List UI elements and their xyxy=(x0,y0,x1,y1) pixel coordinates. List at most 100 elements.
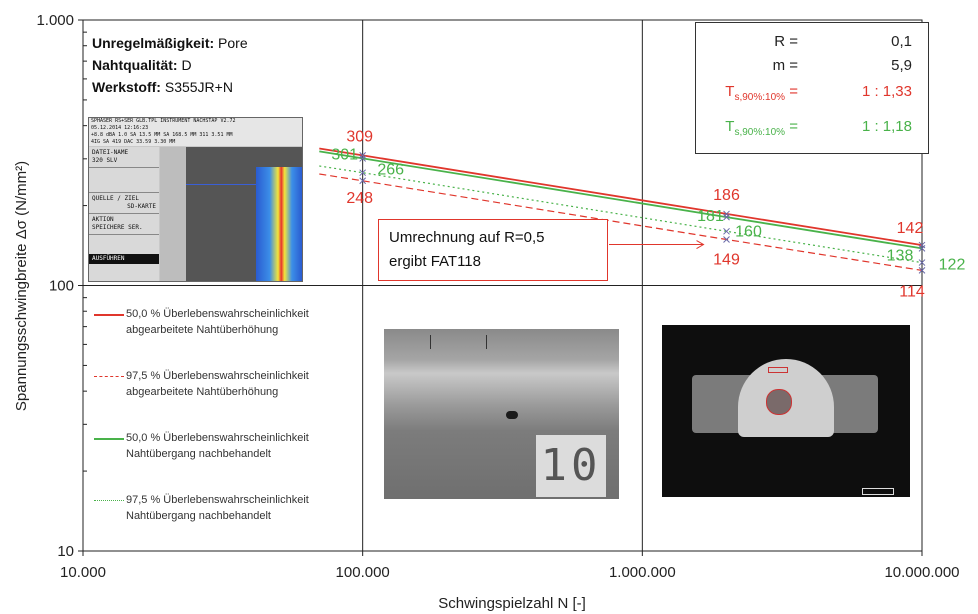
info-key: Werkstoff: xyxy=(92,79,161,95)
point-label: 149 xyxy=(713,252,740,269)
info-row-irregularity: Unregelmäßigkeit: Pore xyxy=(92,32,332,54)
y-axis-label: Spannungsschwingbreite Δσ (N/mm²) xyxy=(13,161,30,411)
arrow-head xyxy=(696,240,705,249)
xray-marker xyxy=(430,335,431,349)
marker-stroke xyxy=(723,213,730,221)
ut-header-row: 4IG SA 419 DAC 33.59 3.30 MM xyxy=(91,139,176,145)
stat-row-ts-red: Ts,90%:10% = 1 : 1,33 xyxy=(696,83,928,107)
conversion-note: Umrechnung auf R=0,5 ergibt FAT118 xyxy=(378,219,608,281)
marker-stroke xyxy=(918,245,926,252)
stat-value: 1 : 1,33 xyxy=(861,83,912,100)
legend-text: 50,0 % Überlebenswahrscheinlichkeit Nahtü… xyxy=(126,430,309,462)
ut-header-row: SPHASER RS+SER GLB.TPL INSTRUMENT NACHST… xyxy=(91,118,236,124)
series-lines xyxy=(319,147,923,271)
ut-menu-block xyxy=(89,168,159,193)
ut-menu-block: QUELLE / ZIEL SD-KARTE xyxy=(89,193,159,214)
point-label: 142 xyxy=(897,220,924,237)
grid xyxy=(83,20,922,551)
note-line: Umrechnung auf R=0,5 xyxy=(389,229,545,246)
ut-menu-text: SD-KARTE xyxy=(127,203,156,210)
series-line-4 xyxy=(319,165,923,264)
legend-line2: Nahtübergang nachbehandelt xyxy=(126,510,271,522)
info-key: Unregelmäßigkeit: xyxy=(92,35,215,51)
stat-key-main: T xyxy=(725,118,735,135)
stat-row-r: R = 0,1 xyxy=(696,33,928,57)
marker-stroke xyxy=(359,169,367,177)
x-axis-label: Schwingspielzahl N [-] xyxy=(438,595,586,612)
legend-line2: Nahtübergang nachbehandelt xyxy=(126,448,271,460)
data-point-marker xyxy=(918,245,926,252)
stat-key: R = xyxy=(774,33,798,50)
legend-item: 50,0 % Überlebenswahrscheinlichkeit abgea… xyxy=(88,306,368,344)
stat-row-ts-green: Ts,90%:10% = 1 : 1,18 xyxy=(696,118,928,142)
x-tick-label: 1.000.000 xyxy=(609,564,676,581)
stat-value: 0,1 xyxy=(891,33,912,50)
ut-gate-line xyxy=(186,184,302,185)
stat-value: 1 : 1,18 xyxy=(861,118,912,135)
ultrasonic-screenshot: SPHASER RS+SER GLB.TPL INSTRUMENT NACHST… xyxy=(88,117,303,282)
data-point-marker xyxy=(723,213,730,221)
scale-bar xyxy=(862,488,894,495)
legend-swatch xyxy=(94,376,124,377)
data-point-marker xyxy=(359,177,367,185)
stat-key-main: T xyxy=(725,83,735,100)
series-line-2 xyxy=(319,173,923,271)
data-point-marker xyxy=(918,267,926,274)
marker-stroke xyxy=(359,155,367,162)
legend: 50,0 % Überlebenswahrscheinlichkeit abgea… xyxy=(88,306,368,554)
data-point-marker xyxy=(359,155,367,162)
stat-value: 5,9 xyxy=(891,57,912,74)
y-tick-label: 100 xyxy=(49,278,74,295)
info-row-material: Werkstoff: S355JR+N xyxy=(92,76,332,98)
point-label: 114 xyxy=(899,283,925,300)
pore-cross-section xyxy=(766,389,792,415)
legend-item: 97,5 % Überlebenswahrscheinlichkeit abgea… xyxy=(88,368,368,406)
y-tick-label: 10 xyxy=(57,543,74,560)
point-label: 122 xyxy=(939,257,966,274)
marker-stroke xyxy=(723,210,730,218)
ut-scan-image xyxy=(160,147,302,281)
legend-line1: 50,0 % Überlebenswahrscheinlichkeit xyxy=(126,432,309,444)
series-line-1 xyxy=(319,147,923,246)
series-markers xyxy=(359,152,926,274)
point-label: 309 xyxy=(346,128,373,145)
x-tick-label: 100.000 xyxy=(336,564,390,581)
stat-key-sub: s,90%:10% xyxy=(734,92,786,103)
series-line-3 xyxy=(319,150,923,250)
legend-line1: 97,5 % Überlebenswahrscheinlichkeit xyxy=(126,494,309,506)
point-label: 160 xyxy=(735,223,762,240)
legend-line2: abgearbeitete Nahtüberhöhung xyxy=(126,324,279,336)
info-row-quality: Nahtqualität: D xyxy=(92,54,332,76)
data-point-marker xyxy=(359,169,367,177)
legend-swatch xyxy=(94,438,124,440)
marker-stroke xyxy=(723,227,730,235)
point-label: 301 xyxy=(331,146,358,163)
marker-stroke xyxy=(918,259,926,266)
point-label: 266 xyxy=(377,162,404,179)
y-tick-label: 1.000 xyxy=(36,12,74,29)
legend-swatch xyxy=(94,500,124,501)
xray-marker xyxy=(486,335,487,349)
legend-line1: 50,0 % Überlebenswahrscheinlichkeit xyxy=(126,308,309,320)
marker-stroke xyxy=(359,152,367,159)
info-value: S355JR+N xyxy=(164,79,233,95)
stat-key: m = xyxy=(772,57,798,74)
data-point-marker xyxy=(723,236,730,243)
info-value: D xyxy=(181,57,192,73)
ut-header-row: 05.12.2014 12:16:23 xyxy=(91,125,149,131)
legend-line1: 97,5 % Überlebenswahrscheinlichkeit xyxy=(126,370,309,382)
xray-photo: 10 xyxy=(384,329,619,499)
xray-number-tag: 10 xyxy=(536,435,606,497)
data-point-marker xyxy=(723,227,730,235)
ut-header-row: +8.8 dBA 1.0 SA 13.5 MM SA 168.5 MM 311 … xyxy=(91,132,233,138)
point-label: 248 xyxy=(346,190,373,207)
stat-key: Ts,90%:10% = xyxy=(725,118,798,138)
info-key: Nahtqualität: xyxy=(92,57,178,73)
stat-row-m: m = 5,9 xyxy=(696,57,928,81)
x-tick-label: 10.000 xyxy=(60,564,106,581)
marker-stroke xyxy=(359,177,367,185)
data-point-marker xyxy=(918,259,926,266)
ut-color-scan xyxy=(256,167,302,281)
ut-menu-text: DATEI-NAME xyxy=(92,149,129,156)
point-label: 138 xyxy=(887,247,914,264)
